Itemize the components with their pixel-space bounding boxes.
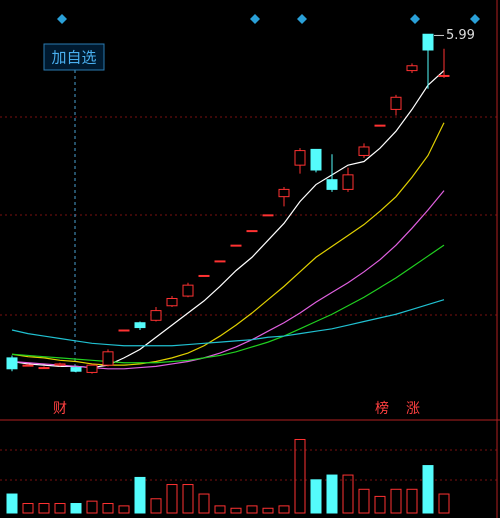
- volume-bar: [118, 505, 130, 514]
- ma-line: [11, 299, 445, 347]
- volume-bar: [22, 503, 34, 514]
- diamond: [250, 14, 260, 24]
- volume-bar: [54, 503, 66, 514]
- candle-body: [262, 214, 274, 217]
- markers: [57, 14, 480, 24]
- volume-bar: [86, 500, 98, 514]
- volume-bar: [102, 503, 114, 514]
- volume-bar: [214, 505, 226, 514]
- event-label: 榜: [375, 400, 389, 417]
- volume-bar: [438, 493, 450, 514]
- candle-body: [150, 310, 162, 321]
- ma-line: [11, 70, 445, 369]
- candle-body: [246, 230, 258, 233]
- volume-bar: [422, 465, 434, 514]
- diamond: [470, 14, 480, 24]
- event-label: 财: [53, 401, 67, 417]
- candle-body: [294, 150, 306, 166]
- volume-bar: [374, 495, 386, 514]
- volume-bar: [198, 493, 210, 514]
- diamond: [410, 14, 420, 24]
- candle-body: [438, 74, 450, 77]
- volume-bar: [246, 505, 258, 514]
- candle-body: [198, 274, 210, 277]
- add-watch-button[interactable]: [43, 43, 105, 71]
- candle-body: [118, 329, 130, 332]
- candle-body: [342, 174, 354, 190]
- volume-bar: [342, 474, 354, 514]
- volume-bar: [150, 498, 162, 514]
- volume-bar: [358, 488, 370, 514]
- ma-line: [11, 190, 445, 370]
- candle-body: [278, 188, 290, 198]
- candle-body: [102, 351, 114, 366]
- candle-body: [374, 124, 386, 127]
- candle-body: [182, 284, 194, 297]
- volume-bar: [326, 474, 338, 514]
- volume-bar: [6, 493, 18, 514]
- candle-body: [214, 260, 226, 263]
- volume-bar: [166, 484, 178, 514]
- volume-bar: [38, 503, 50, 514]
- volume-bar: [406, 488, 418, 514]
- candle-body: [70, 367, 82, 372]
- candle-body: [54, 363, 66, 366]
- candle-body: [422, 33, 434, 51]
- ma-line: [11, 244, 445, 364]
- volume-bar: [278, 505, 290, 514]
- candle-body: [230, 244, 242, 247]
- event-label: 涨: [406, 401, 420, 417]
- volume-bar: [134, 476, 146, 514]
- diamond: [57, 14, 67, 24]
- volume-bar: [310, 479, 322, 514]
- candle-body: [390, 96, 402, 110]
- ma-line: [11, 122, 445, 366]
- candle-body: [22, 364, 34, 367]
- volume-bar: [262, 507, 274, 514]
- volume-bar: [294, 438, 306, 514]
- candle-body: [358, 146, 370, 156]
- volume-bar: [182, 484, 194, 514]
- candle-body: [6, 357, 18, 370]
- candle-body: [86, 364, 98, 373]
- candle-body: [326, 179, 338, 190]
- high-label: 5.99: [446, 28, 475, 43]
- candle-body: [134, 322, 146, 329]
- volume-bar: [70, 503, 82, 514]
- button-label: 加自选: [51, 49, 96, 67]
- candle-body: [166, 297, 178, 307]
- candle-body: [310, 148, 322, 171]
- candle-body: [406, 65, 418, 72]
- candle-body: [38, 367, 50, 370]
- diamond: [297, 14, 307, 24]
- volume-bar: [230, 507, 242, 514]
- volume-bar: [390, 488, 402, 514]
